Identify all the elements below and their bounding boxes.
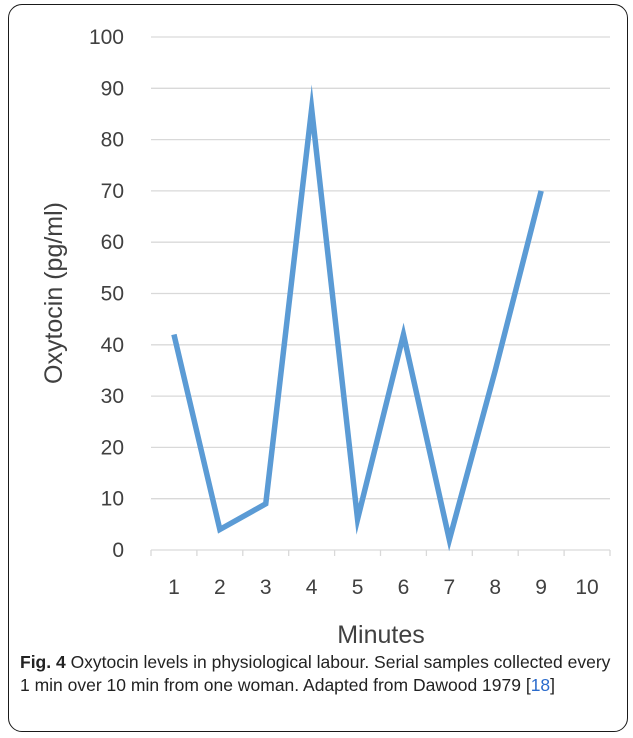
- gridlines: [151, 36, 610, 500]
- x-tick-label: 9: [535, 576, 547, 599]
- y-tick-label: 20: [101, 436, 124, 459]
- y-tick-label: 60: [101, 231, 124, 254]
- caption-text-end: ]: [550, 675, 556, 695]
- figure-frame: [8, 4, 628, 732]
- y-tick-label: 70: [101, 180, 124, 203]
- line-chart: 0 10 20 30 40 50 60 70 80 90 100 1 2 3 4 5 6 7 8 9 10 Oxyto…: [40, 26, 611, 649]
- x-axis-title: Minutes: [337, 621, 425, 649]
- y-tick-label: 90: [101, 77, 124, 100]
- reference-link[interactable]: 18: [530, 675, 551, 695]
- y-axis: 0 10 20 30 40 50 60 70 80 90 100: [89, 26, 124, 562]
- x-tick-label: 8: [489, 576, 501, 599]
- y-tick-label: 30: [101, 385, 124, 408]
- y-tick-label: 0: [112, 539, 124, 562]
- y-tick-label: 10: [101, 488, 124, 511]
- x-axis: [150, 549, 611, 556]
- series-line: [171, 84, 544, 552]
- y-tick-label: 100: [89, 26, 124, 49]
- x-tick-label: 1: [168, 576, 180, 599]
- x-tick-labels: 1 2 3 4 5 6 7 8 9 10: [168, 576, 599, 599]
- x-tick-label: 3: [260, 576, 272, 599]
- y-tick-label: 80: [101, 129, 124, 152]
- y-tick-label: 50: [101, 283, 124, 306]
- figure-caption: Fig. 4 Oxytocin levels in physiological …: [20, 651, 620, 697]
- x-tick-label: 7: [444, 576, 456, 599]
- figure-label: Fig. 4: [20, 652, 66, 672]
- caption-text: Oxytocin levels in physiological labour.…: [20, 652, 611, 695]
- series-layer: [171, 84, 544, 552]
- x-tick-label: 5: [352, 576, 364, 599]
- y-tick-label: 40: [101, 334, 124, 357]
- x-tick-label: 2: [214, 576, 226, 599]
- x-tick-label: 6: [398, 576, 410, 599]
- y-axis-title: Oxytocin (pg/ml): [40, 202, 68, 384]
- x-tick-label: 4: [306, 576, 318, 599]
- x-tick-label: 10: [575, 576, 598, 599]
